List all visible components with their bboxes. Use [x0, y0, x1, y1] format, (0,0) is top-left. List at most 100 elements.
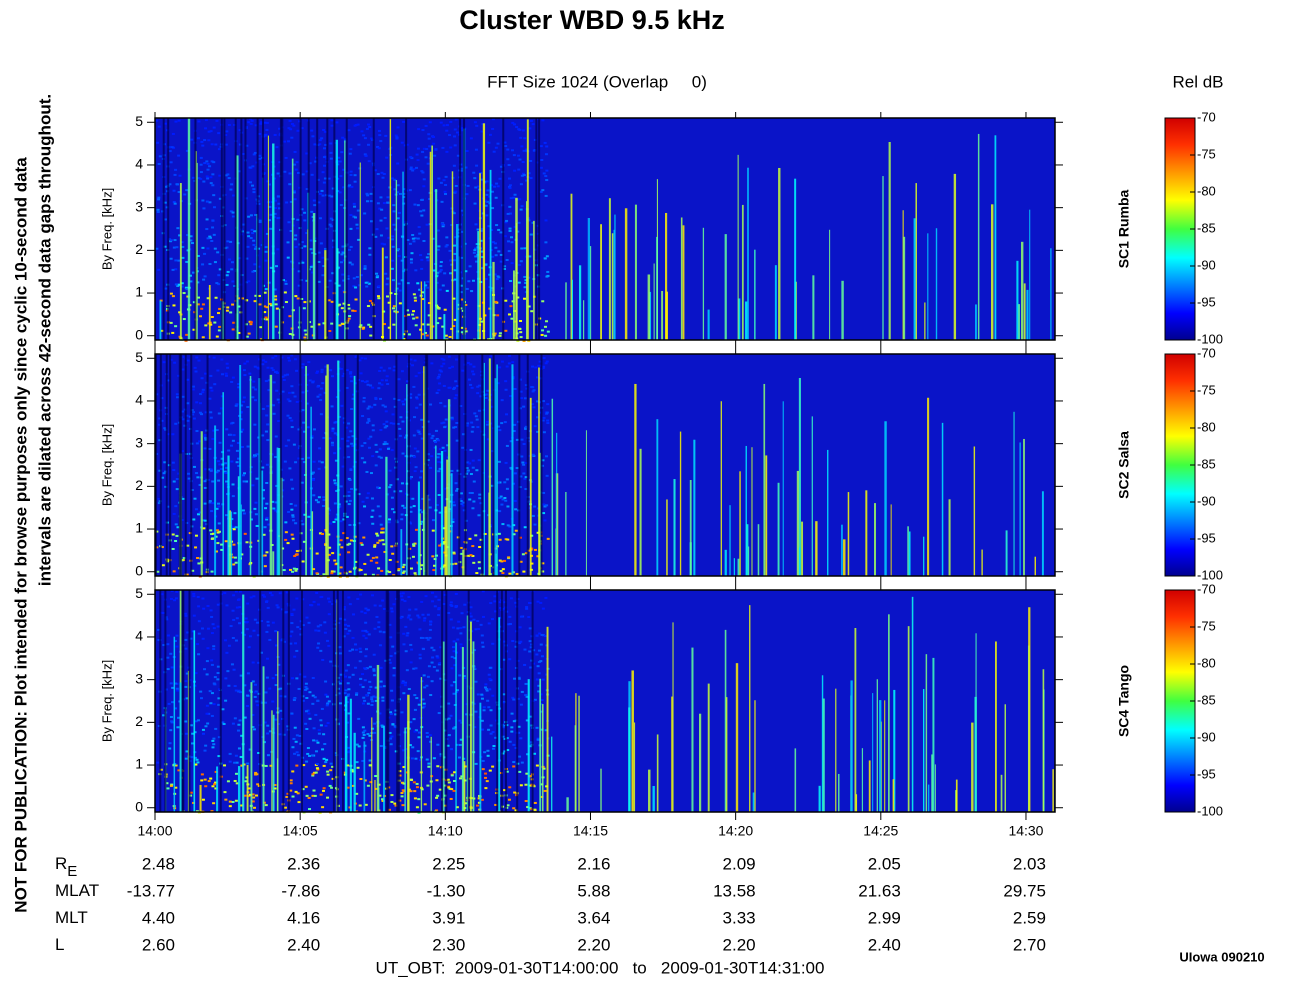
spectrogram-texture	[238, 257, 242, 260]
spectrogram-texture	[485, 689, 489, 692]
spectrogram-texture	[474, 762, 478, 765]
spectrogram-texture	[381, 531, 385, 534]
spectrogram-texture	[237, 464, 241, 467]
spectrogram-texture	[167, 433, 171, 436]
spectrogram-texture	[522, 405, 526, 408]
spectrogram-texture	[346, 319, 350, 322]
spectrogram-texture	[274, 456, 278, 459]
spectrogram-texture	[209, 529, 213, 532]
y-tick-label: 5	[135, 349, 143, 365]
spectrogram-texture	[517, 221, 521, 224]
spectrogram-texture	[213, 383, 217, 386]
spectrogram-texture	[264, 246, 268, 249]
spectrogram-texture	[364, 637, 368, 640]
spectrogram-texture	[403, 436, 407, 439]
spectrogram-texture	[527, 549, 531, 552]
spectrogram-texture	[453, 726, 457, 729]
spectrogram-texture	[570, 193, 573, 340]
spectrogram-texture	[427, 762, 431, 765]
spectrogram-texture	[246, 602, 250, 605]
spectrogram-texture	[264, 701, 268, 704]
spectrogram-texture	[215, 507, 219, 510]
spectrogram-texture	[455, 806, 459, 809]
spectrogram-texture	[225, 651, 229, 654]
spectrogram-texture	[524, 279, 528, 282]
spectrogram-texture	[442, 603, 446, 606]
spectrogram-texture	[461, 129, 465, 132]
spectrogram-texture	[237, 305, 241, 308]
spectrogram-texture	[523, 137, 527, 140]
spectrogram-texture	[452, 650, 456, 653]
spectrogram-texture	[364, 667, 368, 670]
spectrogram-texture	[447, 355, 451, 358]
spectrogram-texture	[520, 205, 524, 208]
spectrogram-texture	[379, 680, 383, 683]
spectrogram-texture	[190, 756, 194, 759]
spectrogram-texture	[450, 327, 454, 330]
spectrogram-texture	[169, 682, 173, 685]
spectrogram-texture	[348, 603, 352, 606]
spectrogram-texture	[754, 249, 756, 340]
spectrogram-texture	[385, 442, 389, 445]
spectrogram-texture	[502, 658, 506, 661]
spectrogram-texture	[292, 567, 296, 570]
spectrogram-texture	[177, 191, 181, 194]
spectrogram-texture	[334, 459, 338, 462]
spectrogram-texture	[438, 270, 442, 273]
spectrogram-texture	[1000, 774, 1003, 812]
spectrogram-texture	[478, 567, 482, 570]
spectrogram-texture	[191, 271, 195, 274]
spectrogram-texture	[306, 709, 310, 712]
spectrogram-texture	[443, 426, 447, 429]
spectrogram-texture	[265, 481, 269, 484]
spectrogram-texture	[196, 595, 200, 598]
spectrogram-texture	[222, 723, 226, 726]
spectrogram-texture	[380, 208, 384, 211]
spectrogram-texture	[342, 532, 346, 535]
spectrogram-texture	[431, 434, 435, 437]
spectrogram-texture	[212, 802, 216, 805]
spectrogram-texture	[400, 598, 404, 601]
spectrogram-texture	[535, 678, 539, 681]
spectrogram-texture	[322, 156, 326, 159]
spectrogram-texture	[440, 422, 444, 425]
spectrogram-texture	[169, 729, 173, 732]
spectrogram-texture	[340, 307, 344, 310]
spectrogram-texture	[474, 534, 478, 537]
spectrogram-texture	[401, 681, 405, 684]
spectrogram-texture	[504, 299, 508, 302]
spectrogram-texture	[309, 265, 313, 268]
spectrogram-texture	[258, 219, 262, 222]
spectrogram-texture	[459, 632, 463, 635]
spectrogram-texture	[469, 615, 473, 618]
spectrogram-texture	[346, 682, 350, 685]
spectrogram-texture	[366, 194, 370, 197]
spectrogram-texture	[266, 606, 270, 609]
spectrogram-texture	[345, 537, 349, 540]
spectrogram-texture	[386, 383, 390, 386]
spectrogram-texture	[927, 397, 930, 576]
spectrogram-texture	[259, 651, 263, 654]
spectrogram-texture	[395, 354, 398, 576]
spectrogram-texture	[264, 380, 268, 383]
spectrogram-texture	[305, 152, 309, 155]
spectrogram-texture	[311, 264, 315, 267]
spectrogram-texture	[424, 595, 428, 598]
spectrogram-texture	[255, 700, 259, 703]
y-tick-label: 0	[135, 326, 143, 342]
spectrogram-texture	[413, 359, 417, 362]
colorbar-tick-label: -75	[1197, 618, 1216, 633]
spectrogram-texture	[479, 229, 483, 232]
spectrogram-texture	[232, 618, 236, 621]
spectrogram-texture	[360, 457, 364, 460]
spectrogram-texture	[203, 480, 207, 483]
spectrogram-texture	[268, 730, 272, 733]
spectrogram-texture	[291, 677, 295, 680]
spectrogram-texture	[546, 626, 549, 812]
spectrogram-texture	[163, 218, 167, 221]
spectrogram-texture	[447, 612, 451, 615]
spectrogram-texture	[331, 427, 335, 430]
spectrogram-texture	[415, 786, 419, 789]
spectrogram-texture	[503, 559, 507, 562]
spectrogram-texture	[411, 169, 415, 172]
